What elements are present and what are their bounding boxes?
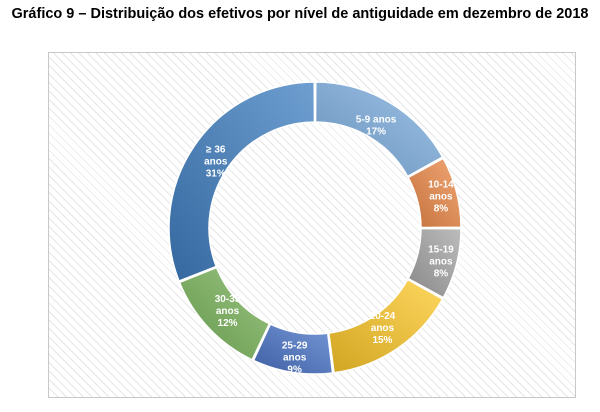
slice-label-line: 30-35 (215, 294, 241, 305)
slice-label-line: 8% (434, 268, 449, 279)
slice-5-9 (314, 81, 444, 178)
slice-10-14 (407, 157, 462, 229)
slice-label-line: anos (204, 157, 228, 168)
slice-36+ (168, 81, 316, 283)
slice-label-line: ≥ 36 (206, 145, 226, 156)
slice-label-line: 9% (287, 364, 302, 375)
slice-label-15-19: 15-19 anos 8% (428, 244, 454, 279)
slice-label-line: 15-19 (428, 244, 454, 255)
slice-label-line: 10-14 (428, 180, 454, 191)
slice-25-29 (252, 323, 334, 375)
slice-label-5-9: 5-9 anos 17% (356, 115, 397, 138)
slice-label-line: 15% (372, 335, 392, 346)
slice-label-line: anos (283, 352, 307, 363)
slice-label-line: 17% (366, 127, 386, 138)
slice-label-line: anos (216, 306, 240, 317)
slice-label-line: 5-9 anos (356, 115, 397, 126)
slice-label-line: 8% (434, 204, 449, 215)
slice-label-36+: ≥ 36 anos 31% (204, 145, 228, 180)
slice-label-line: 20-24 (370, 311, 396, 322)
chart-title: Gráfico 9 – Distribuição dos efetivos po… (11, 6, 589, 22)
slice-label-line: anos (429, 192, 453, 203)
slice-20-24 (327, 278, 444, 374)
slice-label-20-24: 20-24 anos 15% (370, 311, 396, 346)
slice-label-line: 12% (218, 318, 238, 329)
slice-label-line: anos (429, 256, 453, 267)
slice-30-35 (178, 266, 271, 361)
slice-label-25-29: 25-29 anos 9% (282, 340, 308, 375)
slice-label-30-35: 30-35 anos 12% (215, 294, 241, 329)
slice-label-line: 25-29 (282, 340, 308, 351)
slice-label-10-14: 10-14 anos 8% (428, 180, 454, 215)
slice-label-line: anos (371, 323, 395, 334)
slice-15-19 (407, 227, 462, 299)
slice-label-line: 31% (206, 169, 226, 180)
